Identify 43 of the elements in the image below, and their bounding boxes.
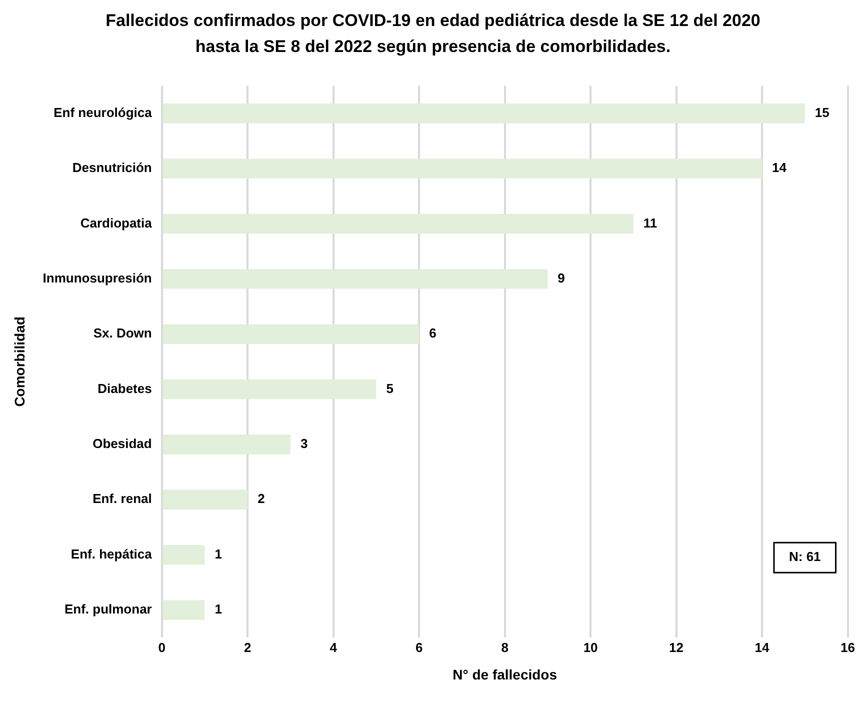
data-label: 11 bbox=[643, 215, 658, 230]
x-axis-title: N° de fallecidos bbox=[452, 666, 558, 682]
bar bbox=[162, 544, 205, 565]
y-tick-label: Cardiopatia bbox=[80, 215, 153, 230]
y-tick-label: Sx. Down bbox=[93, 326, 152, 341]
data-label: 1 bbox=[214, 602, 222, 617]
x-tick-label: 0 bbox=[158, 640, 166, 655]
data-label: 9 bbox=[558, 270, 565, 286]
x-tick-label: 6 bbox=[415, 640, 423, 655]
bar bbox=[162, 600, 205, 620]
x-tick-label: 12 bbox=[669, 640, 684, 655]
bar bbox=[162, 269, 548, 289]
x-tick-label: 14 bbox=[754, 640, 770, 655]
data-label: 1 bbox=[214, 546, 222, 562]
y-tick-label: Desnutrición bbox=[72, 160, 152, 176]
y-axis-title: Comorbilidad bbox=[11, 316, 28, 407]
x-tick-label: 10 bbox=[583, 640, 598, 655]
x-tick-label: 8 bbox=[501, 640, 508, 655]
y-tick-label: Inmunosupresión bbox=[42, 270, 152, 286]
bar bbox=[162, 104, 805, 124]
y-tick-label: Enf. hepática bbox=[70, 546, 153, 562]
data-label: 6 bbox=[429, 326, 436, 341]
data-label: 14 bbox=[772, 160, 788, 176]
data-label: 2 bbox=[258, 491, 265, 506]
bar bbox=[162, 379, 376, 400]
x-tick-label: 4 bbox=[330, 640, 338, 655]
bar bbox=[162, 324, 420, 344]
x-tick-label: 2 bbox=[244, 640, 252, 655]
chart-title: Fallecidos confirmados por COVID-19 en edad pediátrica desde la SE 12 del 2020 hasta la SE 8 del 2022 según presencia de comorbilidades. bbox=[104, 10, 762, 58]
y-tick-label: Obesidad bbox=[92, 436, 152, 452]
bar bbox=[162, 158, 762, 178]
y-tick-label: Enf. pulmonar bbox=[64, 602, 152, 617]
data-label: 15 bbox=[814, 104, 830, 120]
y-tick-label: Diabetes bbox=[98, 380, 152, 396]
data-label: 5 bbox=[386, 380, 394, 396]
bar bbox=[162, 214, 634, 234]
annotation: N: 61 bbox=[788, 549, 821, 564]
data-label: 3 bbox=[300, 436, 308, 452]
bar bbox=[162, 490, 248, 510]
y-tick-label: Enf. renal bbox=[92, 491, 152, 506]
bar bbox=[162, 434, 290, 454]
y-tick-label: Enf neurológica bbox=[54, 104, 153, 120]
x-tick-label: 16 bbox=[840, 640, 856, 655]
